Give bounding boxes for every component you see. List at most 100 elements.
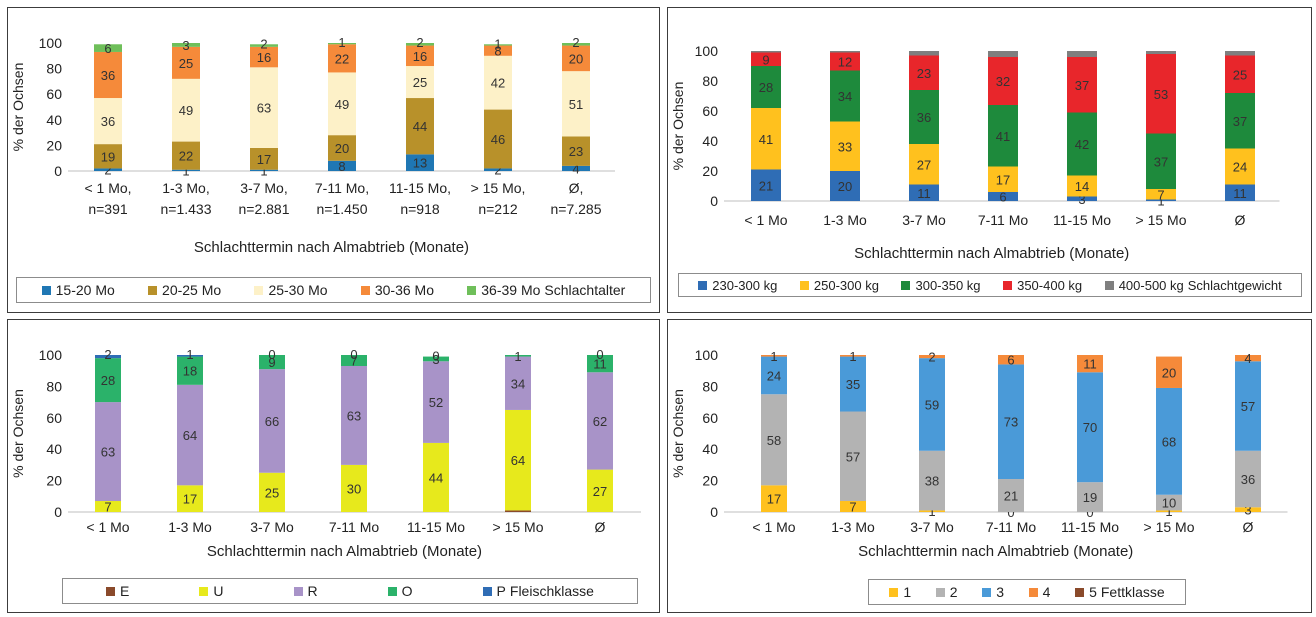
chart-schlachtalter: 0 20 40 60 80 100 % der Ochsen Schlachttermin n… [10,35,615,256]
legend-swatch [482,586,492,596]
data-label: 0 [432,349,439,364]
chart-panel-fleischklasse: 0 20 40 60 80 100% der Ochsen Schlachttermin n… [7,319,660,613]
y-tick-label: 60 [46,410,62,426]
y-tick-label: 80 [46,378,62,394]
data-label: 58 [767,433,781,448]
data-label: 28 [759,80,773,95]
bar-segment [1077,482,1103,512]
legend-schlachtalter: 15-20 Mo 20-25 Mo 25-30 Mo 30-36 Mo 36-39 Mo… [16,277,651,303]
legend-item: 3 [982,584,1004,600]
data-label: 36 [917,110,931,125]
x-tick-label: 7-11 Mo, [315,180,369,196]
bar-segment [1146,189,1176,200]
bar-segment [328,135,356,161]
x-tick-label: 7-11 Mo [978,212,1029,228]
data-label: 42 [491,76,505,91]
y-tick-label: 20 [46,473,62,489]
legend-item: 250-300 kg [799,278,879,293]
x-tick-label: 3-7 Mo [902,212,946,228]
legend-label: U [213,583,224,599]
bar-segment [1067,112,1097,176]
x-tick-label: n=2.881 [239,201,290,217]
bar-segment [250,67,278,148]
bar-segment [1235,355,1261,362]
legend-label: 350-400 kg [1017,277,1083,293]
bar-segment [505,355,531,357]
bar-segment [172,141,200,170]
data-label: 8 [338,159,345,174]
bar-segment [761,355,787,357]
bar-segment [1156,356,1182,388]
chart-panel-schlachtgewicht: 0 20 40 60 80 100 % der Ochsen Schlachttermin n… [667,7,1312,313]
bar-segment [830,51,860,53]
data-label: 37 [1075,78,1089,93]
y-tick-label: 100 [695,43,719,59]
data-label: 0 [268,347,275,362]
legend-swatch [1028,587,1038,597]
bar-segment [259,355,285,370]
data-label: 7 [350,353,357,368]
bar-segment [830,70,860,122]
bar-segment [587,372,613,470]
bar-segment [1146,199,1176,201]
data-label: 1 [849,349,856,364]
legend-item: 1 [889,584,911,600]
x-tick-label: Ø [1235,212,1246,228]
bar-segment [998,364,1024,480]
data-label: 20 [1162,365,1176,380]
bar-segment [988,57,1018,105]
bar-segment [840,355,866,357]
data-label: 18 [183,364,197,379]
y-tick-label: 40 [702,133,718,149]
data-label: 21 [1004,489,1018,504]
bar-segment [919,355,945,359]
bar-segment [177,384,203,486]
legend-swatch [1104,280,1114,290]
data-label: 0 [596,347,603,362]
x-tick-label: 3-7 Mo [910,519,954,535]
data-label: 38 [925,474,939,489]
data-label: 13 [413,156,427,171]
legend-fleischklasse: E U R O P Fleischklasse [62,578,638,604]
bar-segment [484,168,512,171]
legend-item: 5 Fettklasse [1075,584,1165,600]
data-label: 2 [416,35,423,50]
legend-swatch [1075,587,1085,597]
data-label: 41 [759,132,773,147]
data-label: 1 [186,347,193,362]
bar-segment [95,355,121,359]
x-tick-label: 7-11 Mo [329,519,380,535]
bar-segment [988,51,1018,57]
bar-segment [250,169,278,171]
data-label: 63 [257,101,271,116]
bar-segment [1156,510,1182,512]
bar-segment [909,144,939,185]
bar-segment [988,192,1018,201]
bar-segment [328,43,356,45]
bar-segment [505,356,531,410]
legend-item: 4 [1028,584,1050,600]
bar-segment [406,45,434,67]
bar-segment [1225,184,1255,201]
data-label: 63 [347,408,361,423]
data-label: 57 [846,449,860,464]
bar-segment [562,136,590,166]
legend-item: 30-36 Mo [360,282,434,298]
bar-segment [484,55,512,110]
y-tick-label: 60 [702,103,718,119]
bar-segment [250,46,278,68]
bar-segment [259,369,285,473]
bar-segment [1077,355,1103,373]
legend-item: R [293,583,318,599]
legend-item: E [106,583,129,599]
bar-segment [1067,57,1097,113]
bar-segment [751,52,781,66]
y-axis-label: % der Ochsen [670,389,686,478]
bar-segment [406,154,434,171]
legend-label: 25-30 Mo [268,282,328,298]
data-label: 59 [925,397,939,412]
data-label: 6 [1007,353,1014,368]
bar-segment [1225,51,1255,56]
bar-segment [406,98,434,155]
